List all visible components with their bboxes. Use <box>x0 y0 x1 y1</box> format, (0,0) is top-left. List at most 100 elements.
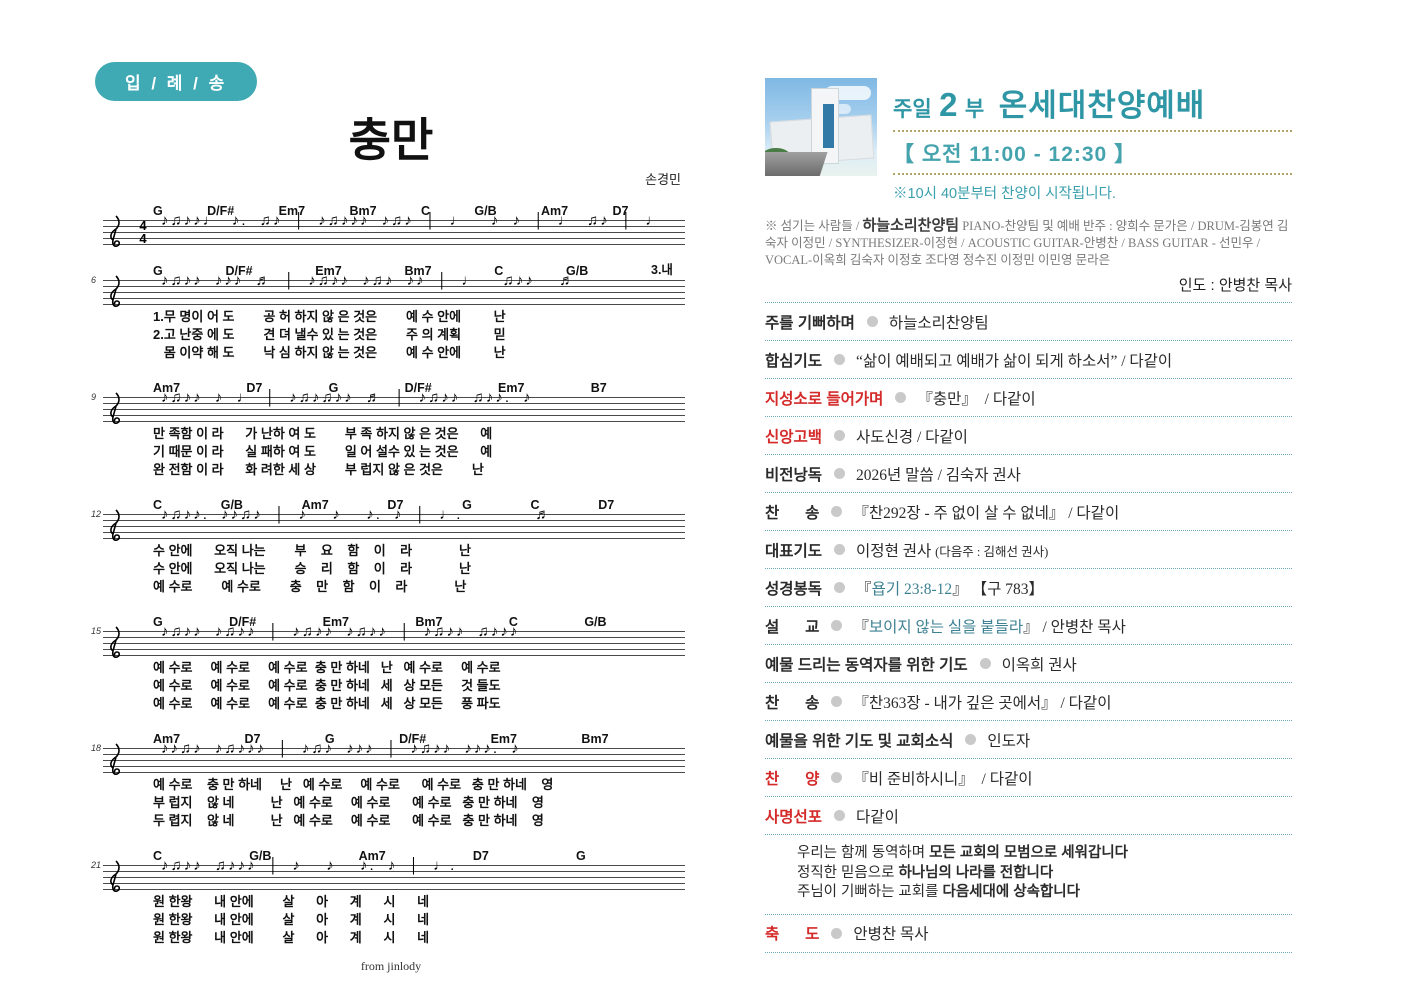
order-row-hymn-292: 찬 송 『찬292장 - 주 없이 살 수 없네』 / 다같이 <box>765 492 1292 530</box>
chord-label: D7 <box>472 849 489 863</box>
staff-system-5: 15 G D/F# Em7 Bm7 C G/B ♪♫♪♪ ♪♫♪♪ │ ♪♫♪♪ ♪♫♪♪… <box>91 613 687 713</box>
lyric-block: 만 족함 이 라 가 난하 여 도 부 족 하지 않 은 것은 예 기 때문 이… <box>153 425 687 479</box>
lyric-line: 예 수로 충 만 하네 난 예 수로 예 수로 예 수로 충 만 하네 영 <box>153 777 554 792</box>
mission-line-text: 정직한 믿음으로 <box>797 864 899 881</box>
chord-label: G/B <box>584 615 607 629</box>
staff-system-6: 18 Am7 D7 G D/F# Em7 Bm7 ♪♪♫♪ ♪♫♪♪♪ │ ♪♫♪ ♪♪♪… <box>91 730 687 830</box>
order-value-text: 『충만』 / 다같이 <box>917 390 1036 408</box>
service-header-text: 주일 2 부 온세대찬양예배 【 오전 11:00 - 12:30 】 ※10시… <box>893 78 1292 203</box>
order-label: 찬 송 <box>765 504 820 522</box>
mission-line-emphasis: 모든 교회의 모범으로 세워갑니다 <box>929 845 1129 861</box>
order-label: 설 교 <box>765 618 820 636</box>
treble-clef-icon <box>110 860 121 892</box>
chord-label: Em7 <box>315 264 342 278</box>
worship-order-panel: 주일 2 부 온세대찬양예배 【 오전 11:00 - 12:30 】 ※10시… <box>765 78 1292 953</box>
lyric-line: 예 수로 예 수로 예 수로 충 만 하네 난 예 수로 예 수로 <box>153 660 501 675</box>
order-row-confession-of-faith: 신앙고백 사도신경 / 다같이 <box>765 416 1292 454</box>
chord-label: Bm7 <box>581 732 609 746</box>
lyric-line: 부 럽지 않 네 난 예 수로 예 수로 예 수로 충 만 하네 영 <box>153 795 544 810</box>
order-row-scripture-reading: 성경봉독 『욥기 23:8-12』 【구 783】 <box>765 568 1292 606</box>
order-value-text: 이정현 권사 <box>856 542 936 560</box>
staff-lines: ♪♫♪♪ ♫♪♪♪ │ ♪ ♪ ♪. ♪ │ ♩. <box>103 857 685 892</box>
order-value: 하늘소리찬양팀 <box>889 311 989 333</box>
order-label: 예물을 위한 기도 및 교회소식 <box>765 732 954 750</box>
chord-label: Em7 <box>278 204 306 218</box>
treble-clef-icon <box>110 743 121 775</box>
order-label: 비전낭독 <box>765 466 823 484</box>
note-glyphs: ♪♫♪♪ ♪♪♪ ♬ │ ♪♫♪♪ ♪♫♪ ♪♪ │ ♩ ♫♪♪ ♬ <box>161 272 577 289</box>
chord-label: G <box>576 849 586 863</box>
measure-number: 12 <box>91 509 102 519</box>
chord-line: Am7 D7 G D/F# Em7 Bm7 <box>95 730 687 748</box>
order-value: 『보이지 않는 실을 붙들라』 / 안병찬 목사 <box>853 615 1125 637</box>
chord-label: D/F# <box>225 264 253 278</box>
mission-line-text: 주님이 기뻐하는 교회를 <box>797 884 943 900</box>
chord-label: D7 <box>244 732 261 746</box>
order-value-text: 사도신경 / 다같이 <box>856 428 968 446</box>
chord-label: Am7 <box>358 849 386 863</box>
steps-shape <box>765 152 828 176</box>
measure-number: 9 <box>91 392 97 402</box>
music-source-credit: from jinlody <box>360 959 422 973</box>
next-week-note: (다음주 : 김해선 권사) <box>935 544 1049 559</box>
order-label: 대표기도 <box>765 542 823 560</box>
praise-start-note: ※10시 40분부터 찬양이 시작됩니다. <box>893 186 1116 202</box>
chord-label: G <box>153 204 163 218</box>
lyric-line: 몸 이약 해 도 낙 심 하지 않 는 것은 예 수 안에 난 <box>153 345 506 360</box>
order-row-mission-proclamation: 사명선포 다같이 <box>765 796 1292 834</box>
service-name: 온세대찬양예배 <box>998 88 1206 123</box>
order-row-praise-opening: 주를 기뻐하며 하늘소리찬양팀 <box>765 302 1292 340</box>
bullet-icon <box>831 696 843 707</box>
bullet-icon <box>965 734 977 745</box>
chord-label: Bm7 <box>404 264 432 278</box>
chord-label: G/B <box>566 264 589 278</box>
lyric-line: 2.고 난중 에 도 견 뎌 낼수 있 는 것은 주 의 계획 믿 <box>153 327 506 342</box>
measure-number: 15 <box>91 626 102 636</box>
chord-line: C G/B Am7 D7 G C D7 <box>95 496 687 514</box>
order-label: 지성소로 들어가며 <box>765 390 884 408</box>
order-value: 안병찬 목사 <box>853 922 928 944</box>
order-label: 찬 송 <box>765 694 820 712</box>
chord-label: Am7 <box>301 498 329 512</box>
order-value-text: 』 / 안병찬 목사 <box>1023 618 1126 636</box>
note-glyphs: ♪♫♪♪ ♫♪♪♪ │ ♪ ♪ ♪. ♪ │ ♩. <box>161 857 542 874</box>
chord-label: Am7 <box>541 204 569 218</box>
time-signature-numerator: 4 <box>139 218 147 233</box>
chord-line: Am7 D7 G D/F# Em7 B7 <box>95 379 687 397</box>
order-value-text: 이옥희 권사 <box>1001 656 1077 674</box>
chord-label: D7 <box>612 204 629 218</box>
order-value: 이옥희 권사 <box>1002 653 1077 675</box>
bullet-icon <box>834 468 846 479</box>
order-value: 『비 준비하시니』 / 다같이 <box>853 767 1032 789</box>
sheet-music-panel: 입 / 례 / 송 충만 손경민 G D/F# Em7 Bm7 C G/B Am7 D7 4 … <box>91 62 687 974</box>
lyric-line: 수 안에 오직 나는 부 요 함 이 라 난 <box>153 543 472 558</box>
chord-label: G <box>328 381 339 395</box>
order-value-text: 2026년 말씀 / 김숙자 권사 <box>856 466 1021 484</box>
chord-label: Bm7 <box>349 204 377 218</box>
staff-lines: 4 4 ♪♫♪♪♩ ♪. ♫♪ │ ♪♫♪♪♪ ♪♫♪ │ ♩ ♪ ♪ │ ♩ … <box>103 212 685 247</box>
order-row-vision-reading: 비전낭독 2026년 말씀 / 김숙자 권사 <box>765 454 1292 492</box>
service-number: 2 <box>939 86 958 123</box>
bullet-icon <box>834 354 846 365</box>
chord-label: G/B <box>249 849 272 863</box>
lyric-line: 수 안에 오직 나는 승 리 함 이 라 난 <box>153 561 472 576</box>
staff-system-2: 6 G D/F# Em7 Bm7 C G/B 3.내 ♪♫♪♪ ♪♪♪ ♬ │ ♪♫♪♪ ♪… <box>91 262 687 362</box>
chord-label: C <box>494 264 504 278</box>
lyric-line: 예 수로 예 수로 예 수로 충 만 하네 세 상 모든 것 들도 <box>153 678 501 693</box>
mission-statement: 우리는 함께 동역하며 모든 교회의 모범으로 세워갑니다 정직한 믿음으로 하… <box>765 834 1292 914</box>
order-value: 『욥기 23:8-12』 【구 783】 <box>856 577 1044 599</box>
chord-line: G D/F# Em7 Bm7 C G/B 3.내 <box>95 262 687 280</box>
service-leader: 인도 : 안병찬 목사 <box>1178 277 1292 294</box>
order-value-text: 『찬363장 - 내가 깊은 곳에서』 / 다같이 <box>853 694 1112 712</box>
mission-line-text: 우리는 함께 동역하며 <box>797 845 930 861</box>
order-value: 『찬363장 - 내가 깊은 곳에서』 / 다같이 <box>853 691 1111 713</box>
introit-badge: 입 / 례 / 송 <box>95 62 258 101</box>
chord-label: G <box>153 615 163 629</box>
order-value: 다같이 <box>856 805 899 827</box>
measure-number: 21 <box>91 860 102 870</box>
order-value-text: 안병찬 목사 <box>853 926 929 943</box>
staff-system-1: G D/F# Em7 Bm7 C G/B Am7 D7 4 4 ♪♫♪♪♩ ♪. ♫♪ │ ♪… <box>95 202 687 247</box>
verse-annotation: 3.내 <box>651 263 673 277</box>
bullet-icon <box>866 316 878 327</box>
lyric-block: 예 수로 예 수로 예 수로 충 만 하네 난 예 수로 예 수로 예 수로 예… <box>153 659 687 713</box>
